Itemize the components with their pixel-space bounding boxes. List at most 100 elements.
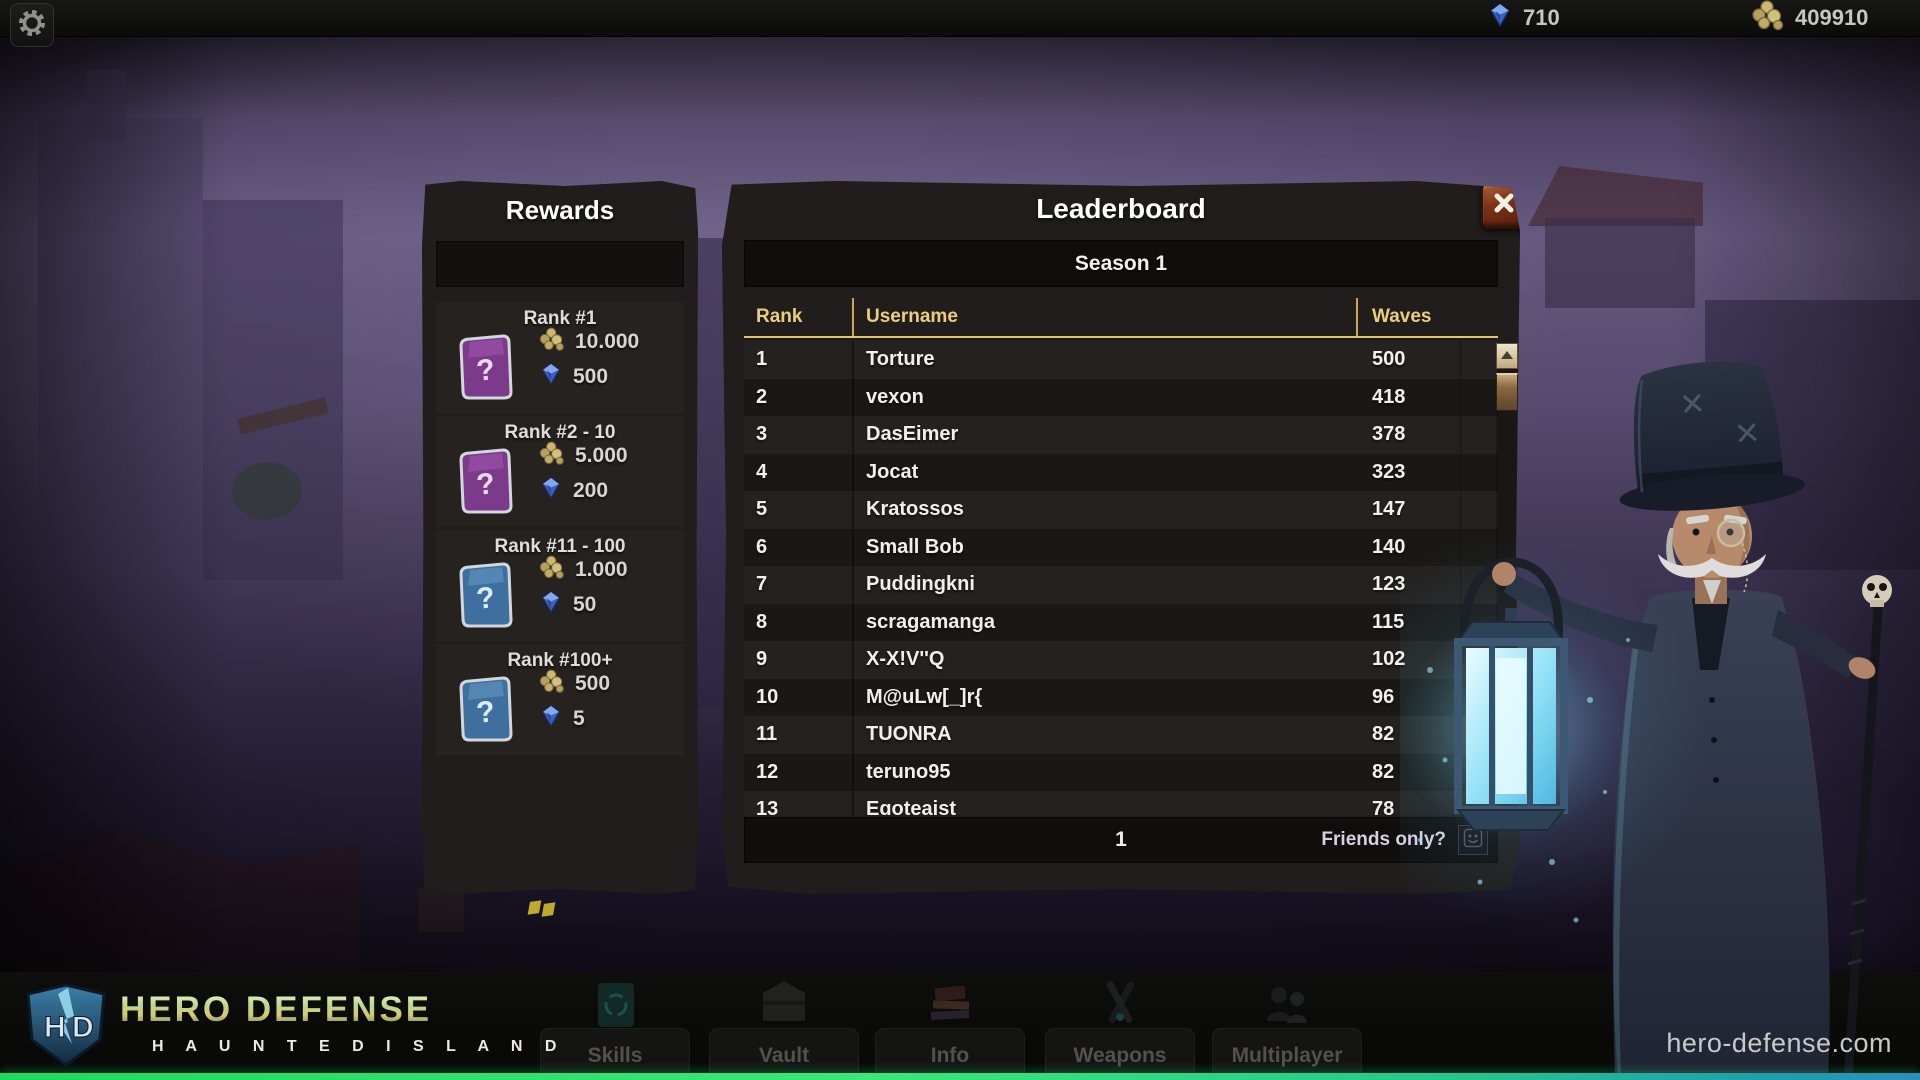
background-building	[203, 200, 343, 580]
coins-icon	[538, 668, 566, 700]
reward-gems-value: 5	[573, 707, 585, 730]
row-rank: 4	[756, 460, 768, 483]
coins-count: 409910	[1795, 5, 1869, 30]
bottom-accent-line	[0, 1073, 1920, 1080]
table-row[interactable]: 9 X-X!V''Q 102	[744, 641, 1498, 679]
friends-only-checkbox[interactable]	[1458, 825, 1488, 855]
scrollbar[interactable]	[1496, 343, 1518, 813]
background-plank	[237, 397, 329, 435]
reward-coins: 10.000	[538, 326, 639, 358]
row-waves: 78	[1372, 798, 1395, 815]
reward-coins: 1.000	[538, 554, 628, 586]
reward-card-icon: ?	[458, 448, 514, 521]
gem-icon	[1486, 2, 1514, 34]
weapons-icon	[1093, 977, 1147, 1036]
table-row[interactable]: 10 M@uLw[_]r{96	[744, 678, 1498, 716]
gems-count: 710	[1523, 5, 1560, 30]
row-rank: 6	[756, 535, 768, 558]
background-building	[1705, 300, 1920, 570]
reward-coins-value: 5.000	[575, 444, 628, 467]
season-label: Season 1	[1074, 251, 1168, 275]
gear-icon	[17, 8, 47, 43]
reward-card-icon: ?	[458, 562, 514, 635]
header-separator	[852, 298, 854, 336]
tab-vault[interactable]: Vault	[709, 981, 859, 1074]
row-username: M@uLw[_]r{	[866, 685, 983, 708]
row-waves: 123	[1372, 573, 1406, 595]
reward-gems: 5	[538, 704, 585, 734]
leaderboard-title: Leaderboard	[1036, 193, 1206, 224]
row-waves: 115	[1372, 610, 1405, 633]
table-row[interactable]: 6 Small Bob 140	[744, 528, 1498, 566]
tab-label: Vault	[758, 1044, 810, 1067]
row-waves: 96	[1372, 685, 1395, 708]
row-username: TUONRA	[866, 723, 952, 745]
skills-book-icon	[588, 977, 642, 1036]
reward-gems: 500	[538, 362, 608, 392]
season-selector[interactable]: Season 1	[744, 240, 1498, 287]
hero-defense-logo: H D	[20, 982, 112, 1073]
row-username: Jocat	[866, 460, 919, 483]
background-building	[86, 70, 126, 140]
decor-yellow-mark	[527, 900, 542, 915]
row-waves: 500	[1372, 348, 1406, 370]
settings-button[interactable]	[10, 3, 54, 47]
vault-chest-icon	[757, 977, 811, 1036]
reward-tier: Rank #11 - 100 ? 1.000 50	[436, 530, 684, 641]
close-button[interactable]	[1481, 182, 1520, 229]
svg-text:?: ?	[475, 353, 497, 388]
table-row[interactable]: 3 DasEimer 378	[744, 416, 1498, 454]
row-rank: 11	[756, 723, 778, 745]
row-waves: 82	[1372, 760, 1395, 783]
background-crate	[418, 888, 464, 932]
reward-tier: Rank #1 ? 10.000 500	[436, 302, 684, 413]
table-row[interactable]: 12 teruno95 82	[744, 753, 1498, 791]
row-waves: 147	[1372, 498, 1406, 520]
svg-text:?: ?	[475, 581, 497, 616]
scroll-up-button[interactable]	[1496, 343, 1518, 369]
logo-subtitle: H A U N T E D I S L A N D	[152, 1038, 566, 1055]
table-row[interactable]: 4 Jocat 323	[744, 453, 1498, 491]
svg-text:H: H	[44, 1011, 66, 1044]
leaderboard-panel: Leaderboard Season 1 Rank Username Waves…	[722, 181, 1520, 894]
column-header-rank: Rank	[756, 306, 803, 327]
smiley-checkbox-icon	[1463, 828, 1483, 853]
reward-tier: Rank #100+ ? 500 5	[436, 644, 684, 755]
svg-text:?: ?	[475, 695, 497, 730]
tab-multiplayer[interactable]: Multiplayer	[1212, 987, 1362, 1074]
table-row[interactable]: 8 scragamanga 115	[744, 603, 1498, 641]
column-header-waves: Waves	[1372, 306, 1432, 327]
background-house-roof	[1528, 166, 1703, 226]
reward-coins: 5.000	[538, 440, 628, 472]
row-waves: 323	[1372, 460, 1406, 483]
reward-gems: 200	[538, 476, 608, 506]
table-row[interactable]: 13 Egoteaist 78	[744, 791, 1498, 815]
table-row[interactable]: 11 TUONRA 82	[744, 716, 1498, 754]
tab-weapons[interactable]: Weapons	[1045, 981, 1195, 1074]
row-username: Puddingkni	[866, 573, 975, 595]
row-username: teruno95	[866, 760, 951, 783]
header-separator	[1356, 298, 1358, 336]
table-row[interactable]: 7 Puddingkni 123	[744, 566, 1498, 604]
row-waves: 418	[1372, 385, 1406, 408]
reward-card-icon: ?	[458, 334, 514, 407]
rewards-panel: Rewards Rank #1 ? 10.000	[422, 181, 698, 894]
website-url: hero-defense.com	[1666, 1028, 1892, 1058]
table-row[interactable]: 2 vexon 418	[744, 378, 1498, 416]
friends-only-label: Friends only?	[1321, 829, 1446, 850]
row-rank: 9	[756, 648, 768, 670]
row-username: Torture	[866, 348, 935, 370]
scrollbar-thumb[interactable]	[1496, 373, 1518, 411]
table-row[interactable]: 5 Kratossos 147	[744, 491, 1498, 529]
background-bush	[232, 462, 302, 520]
row-rank: 3	[756, 423, 768, 445]
reward-gems-value: 500	[573, 365, 609, 388]
reward-gems: 50	[538, 590, 596, 620]
reward-card-icon: ?	[458, 676, 514, 749]
row-username: vexon	[866, 385, 924, 408]
coins-icon	[538, 554, 566, 586]
tab-info[interactable]: Info	[875, 985, 1025, 1074]
top-bar	[0, 0, 1920, 37]
table-row[interactable]: 1 Torture 500	[744, 341, 1498, 379]
